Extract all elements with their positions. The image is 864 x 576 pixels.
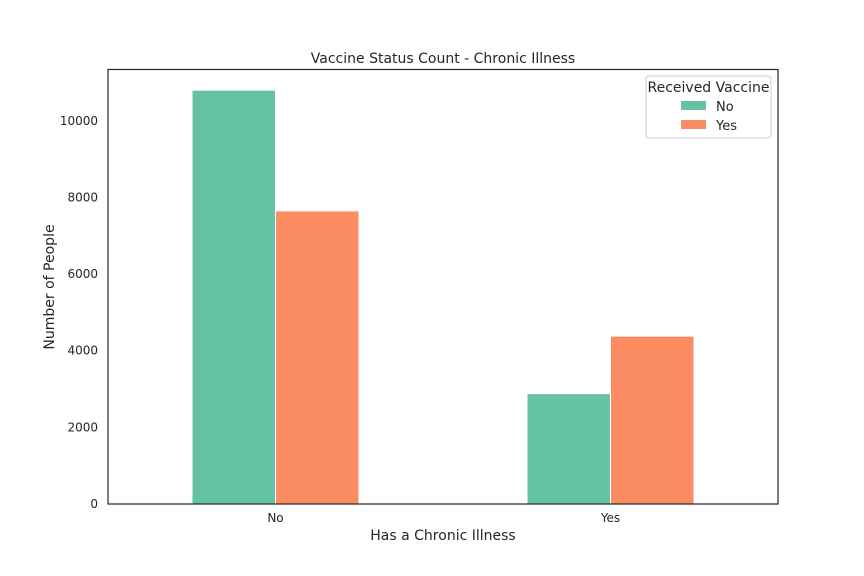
y-tick-label: 2000 bbox=[67, 420, 98, 434]
x-tick-label: Yes bbox=[600, 511, 620, 525]
x-axis-label: Has a Chronic Illness bbox=[370, 528, 515, 544]
y-tick-label: 10000 bbox=[60, 114, 98, 128]
bar-no-yes bbox=[275, 210, 360, 505]
bar-yes-yes bbox=[610, 335, 695, 505]
plot-frame bbox=[107, 68, 779, 505]
bars-group bbox=[191, 89, 695, 505]
y-axis-label: Number of People bbox=[42, 224, 58, 349]
legend-label-yes: Yes bbox=[715, 119, 737, 134]
legend-swatch-yes bbox=[681, 120, 706, 129]
x-axis-ticks: No Yes bbox=[267, 511, 620, 525]
y-tick-label: 4000 bbox=[67, 344, 98, 358]
chart-title: Vaccine Status Count - Chronic Illness bbox=[311, 51, 575, 67]
bar-no-no bbox=[191, 89, 276, 505]
legend-label-no: No bbox=[716, 100, 734, 115]
legend-frame bbox=[645, 75, 772, 139]
legend-swatch-no bbox=[681, 101, 706, 110]
legend: Received Vaccine No Yes bbox=[645, 75, 772, 139]
bar-yes-no bbox=[526, 393, 611, 505]
y-tick-label: 0 bbox=[90, 497, 98, 511]
x-tick-label: No bbox=[267, 511, 283, 525]
legend-title: Received Vaccine bbox=[648, 80, 770, 96]
y-tick-label: 6000 bbox=[67, 267, 98, 281]
y-tick-label: 8000 bbox=[67, 190, 98, 204]
y-axis-ticks: 0 2000 4000 6000 8000 10000 bbox=[60, 114, 98, 511]
